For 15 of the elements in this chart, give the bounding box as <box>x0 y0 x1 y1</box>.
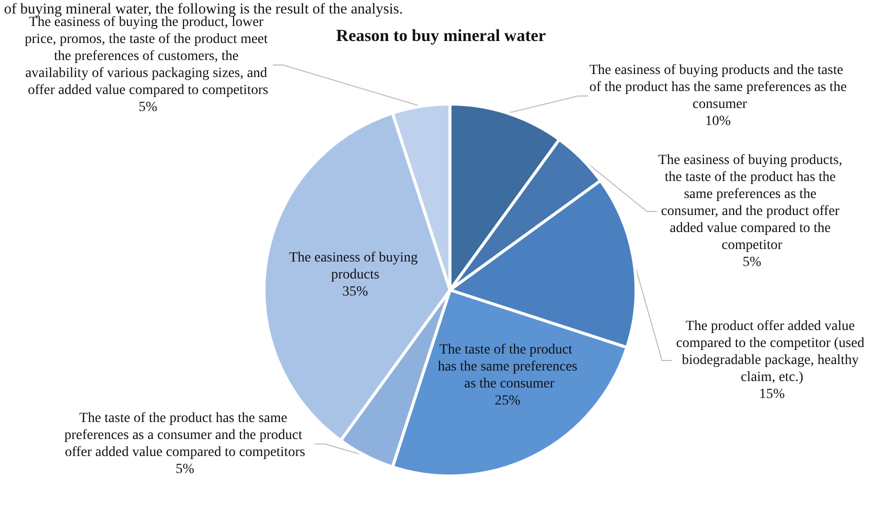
slice-label: The product offer added value compared to the competitor (used biodegradable package, healthy claim, etc.) <box>676 319 868 385</box>
text: Reason to buy mineral water <box>336 26 546 45</box>
data-label: 25% <box>494 394 521 409</box>
text: of buying mineral water, the following is the result of the analysis. <box>4 2 403 18</box>
slice-label: The easiness of buying products <box>289 250 422 282</box>
data-label: 10% <box>705 114 732 129</box>
data-label: 15% <box>759 387 786 402</box>
data-label: 5% <box>138 100 158 115</box>
data-label: 5% <box>742 255 762 270</box>
slice-label: The taste of the product has the same preferences as a consumer and the product offer added value compared to competitors <box>64 411 306 460</box>
data-label: 35% <box>342 284 368 300</box>
slice-label: The taste of the product has the same preferences as the consumer <box>438 342 578 392</box>
slice-label: The easiness of buying products and the taste of the product has the same preferences as the consumer <box>589 63 847 112</box>
slice-label: The easiness of buying products, the taste of the product has the same preferences as the consumer, and the product offer added value compared to the competitor <box>658 153 846 253</box>
data-label: 5% <box>176 462 195 477</box>
